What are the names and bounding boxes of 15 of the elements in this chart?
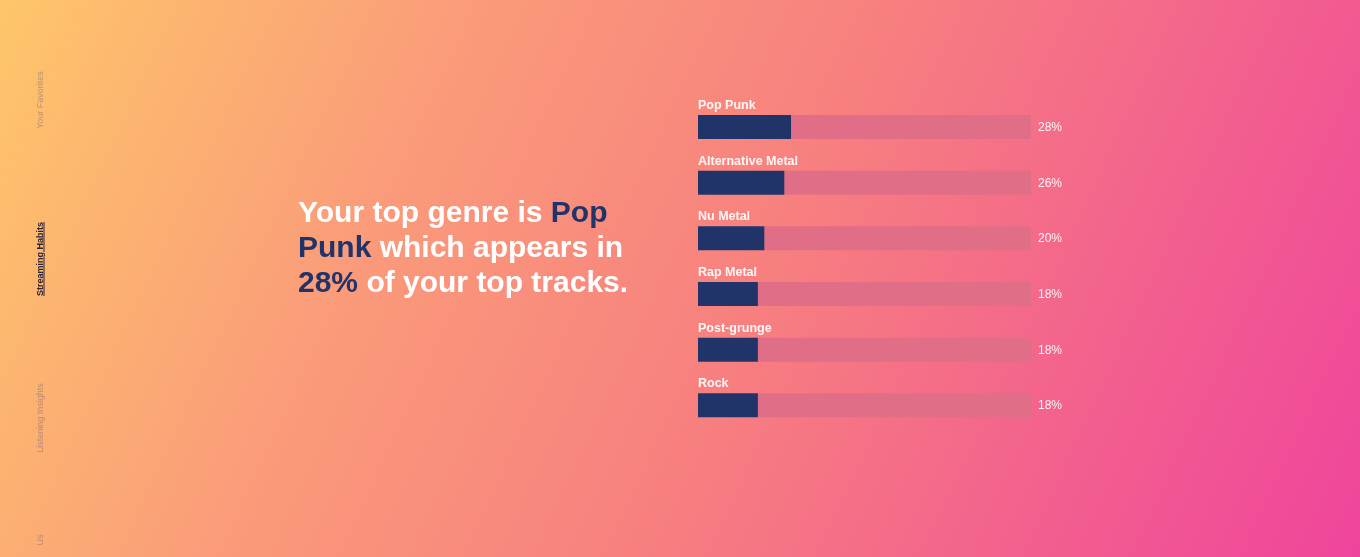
data-label: 26% (1038, 175, 1063, 190)
data-label: 20% (1038, 231, 1063, 246)
data-label: 18% (1038, 342, 1063, 357)
text: Listening Insights (34, 383, 46, 453)
data-label: 18% (1038, 398, 1063, 413)
y-tick-label: Alternative Metal (698, 153, 799, 168)
text: Streaming Habits (34, 221, 46, 297)
y-tick-label: Post-grunge (698, 320, 772, 335)
data-label: 18% (1038, 287, 1063, 301)
chart-title: Your top genre is Pop Punk which appears in 28% of your top tracks. (298, 195, 629, 298)
data-label: 28% (1038, 120, 1063, 134)
y-tick-label: Rap Metal (698, 264, 758, 279)
y-tick-label: Rock (698, 376, 729, 391)
y-tick-label: Pop Punk (698, 97, 756, 112)
y-tick-label: Nu Metal (698, 209, 751, 224)
